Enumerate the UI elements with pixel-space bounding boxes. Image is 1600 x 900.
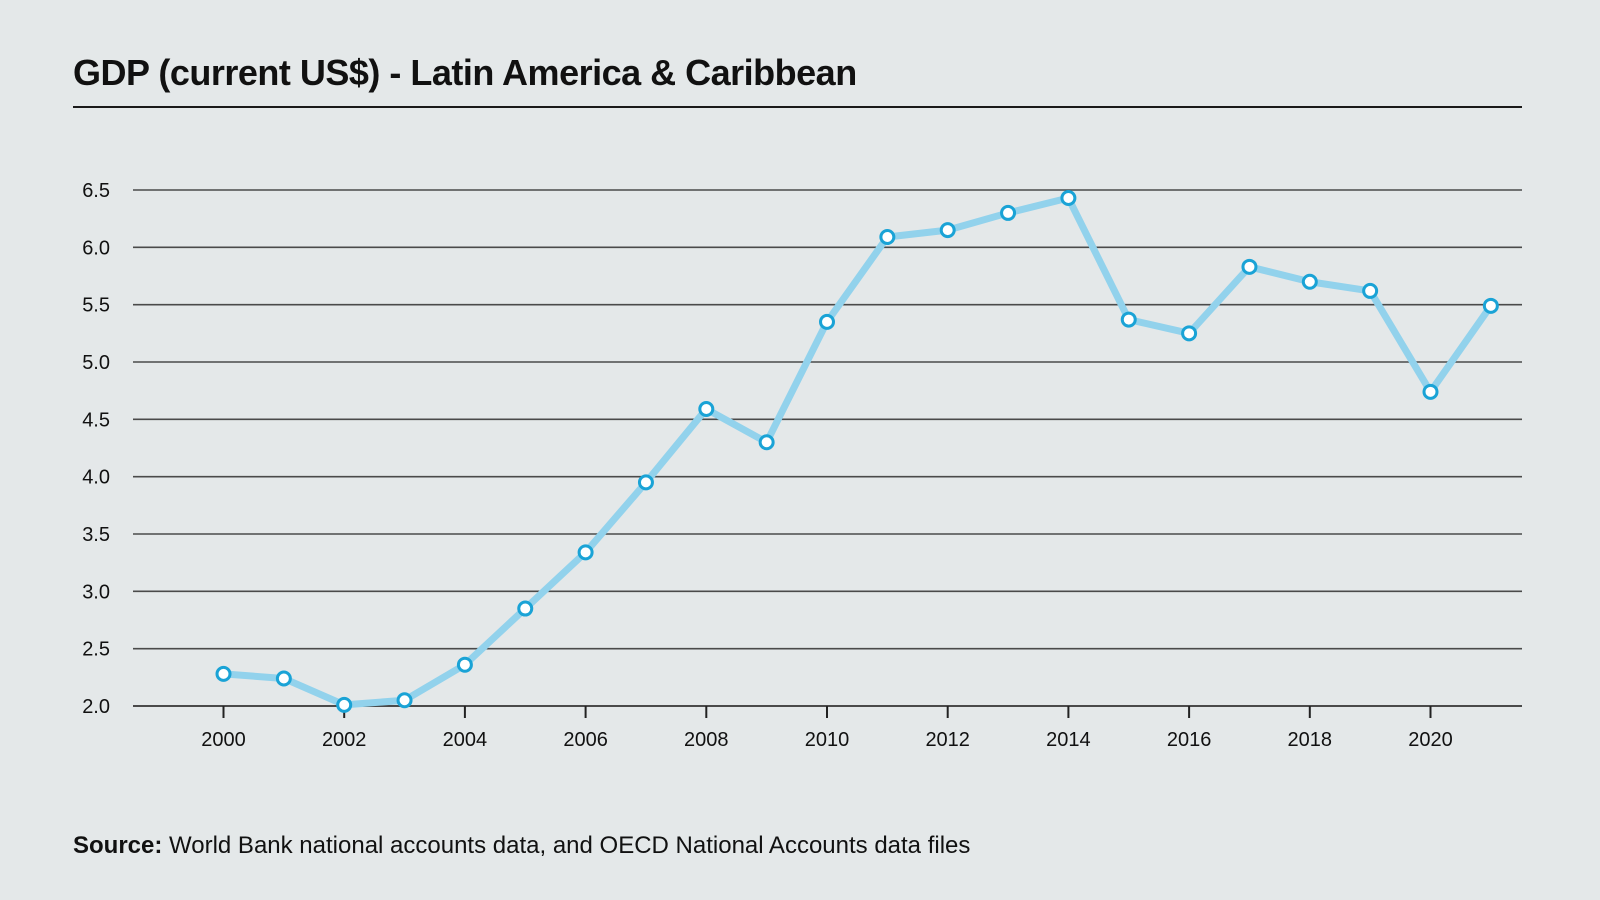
gridlines — [133, 189, 1522, 707]
data-point — [879, 229, 896, 246]
y-axis: 2.0 2.5 3.0 3.5 4.0 4.5 5.0 5.5 6.0 6.5 — [82, 180, 110, 718]
x-tick-label: 2000 — [201, 729, 246, 751]
x-tick-label: 2002 — [322, 729, 367, 751]
data-point — [336, 696, 353, 713]
data-point — [939, 222, 956, 239]
y-tick-label: 5.0 — [82, 352, 110, 374]
y-tick-label: 2.5 — [82, 639, 110, 661]
y-tick-label: 4.5 — [82, 409, 110, 431]
y-tick-label: 4.0 — [82, 467, 110, 489]
x-tick-label: 2008 — [684, 729, 729, 751]
series-line — [220, 194, 1495, 709]
y-tick-label: 6.0 — [82, 237, 110, 259]
data-point — [819, 313, 835, 330]
data-points — [215, 190, 1499, 713]
x-tick-label: 2020 — [1408, 729, 1453, 751]
data-point — [1301, 273, 1318, 290]
x-tick-label: 2010 — [805, 729, 850, 751]
data-point — [698, 401, 715, 418]
series-gdp — [220, 194, 1495, 709]
y-tick-label: 6.5 — [82, 180, 110, 202]
data-point — [1181, 325, 1198, 342]
x-tick-label: 2006 — [563, 729, 608, 751]
chart-title: GDP (current US$) - Latin America & Cari… — [73, 52, 857, 93]
data-point — [517, 600, 534, 617]
y-tick-label: 5.5 — [82, 295, 110, 317]
x-tick-label: 2014 — [1046, 729, 1091, 751]
y-tick-label: 3.5 — [82, 524, 110, 546]
y-tick-label: 2.0 — [82, 696, 110, 718]
data-point — [1000, 204, 1017, 221]
source-note: Source: World Bank national accounts dat… — [73, 832, 970, 860]
data-point — [1120, 311, 1137, 328]
data-point — [275, 670, 292, 687]
data-point — [396, 692, 413, 709]
data-point — [1060, 190, 1077, 207]
x-tick-label: 2012 — [925, 729, 970, 751]
data-point — [1241, 258, 1258, 275]
data-point — [456, 656, 473, 673]
data-point — [577, 544, 594, 561]
data-point — [1362, 282, 1379, 299]
data-point — [1422, 383, 1439, 400]
data-point — [215, 665, 232, 682]
source-text: World Bank national accounts data, and O… — [162, 832, 971, 859]
x-tick-label: 2004 — [443, 729, 488, 751]
x-tick-label: 2016 — [1167, 729, 1212, 751]
x-axis: 2000 2002 2004 2006 2008 2010 2012 2014 2016 2018… — [201, 706, 1453, 751]
data-point — [637, 474, 654, 491]
y-tick-label: 3.0 — [82, 581, 110, 603]
title-divider — [73, 106, 1522, 108]
data-point — [1482, 297, 1499, 314]
source-label: Source: — [73, 832, 163, 859]
x-tick-label: 2018 — [1288, 729, 1333, 751]
data-point — [758, 434, 775, 451]
